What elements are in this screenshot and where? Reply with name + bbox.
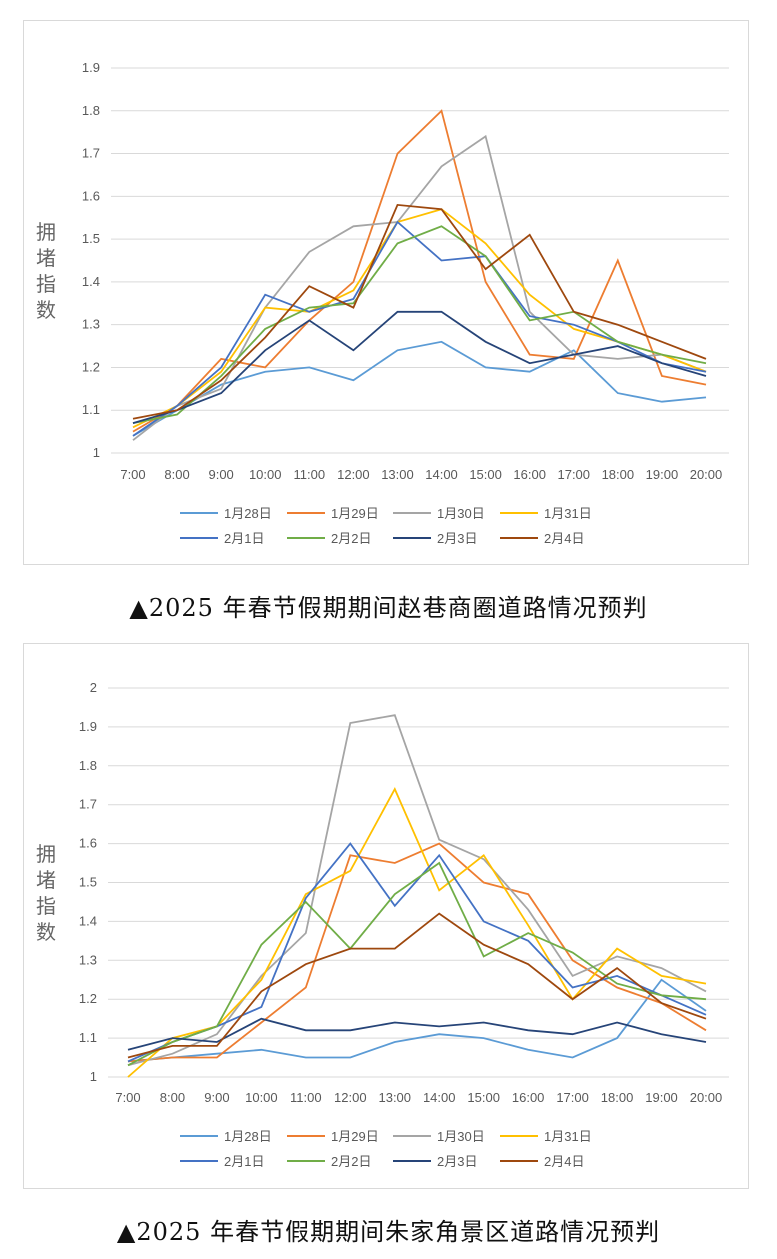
legend-label: 2月1日: [224, 531, 264, 546]
y-axis-label: 拥堵指数: [36, 220, 56, 322]
series-line-2: [132, 134, 707, 441]
x-tick-label: 19:00: [645, 1090, 678, 1105]
series-line-4: [127, 842, 707, 1063]
series-line-5: [132, 225, 707, 424]
y-tick-label: 1.4: [79, 913, 97, 928]
x-tick-label: 8:00: [160, 1090, 185, 1105]
series-line-7: [132, 203, 707, 420]
x-tick-label: 9:00: [204, 1090, 229, 1105]
legend-label: 1月28日: [224, 1129, 272, 1144]
series-line-4: [132, 220, 707, 437]
x-tick-label: 16:00: [513, 467, 546, 482]
series-line-3: [127, 787, 707, 1078]
y-tick-label: 1.1: [79, 1030, 97, 1045]
x-tick-label: 12:00: [334, 1090, 367, 1105]
y-axis-label-text: 拥堵指数: [36, 220, 56, 322]
x-tick-label: 15:00: [467, 1090, 500, 1105]
y-tick-label: 2: [90, 680, 97, 695]
chart-caption-zhaoxiang: ▲2025 年春节假期期间赵巷商圈道路情况预判: [129, 594, 648, 622]
x-tick-label: 18:00: [601, 1090, 634, 1105]
y-tick-label: 1.5: [82, 231, 100, 246]
series-line-2: [127, 714, 707, 1067]
y-tick-label: 1.6: [82, 188, 100, 203]
legend-label: 1月31日: [544, 1129, 592, 1144]
chart-caption-zhujiajiao: ▲2025 年春节假期期间朱家角景区道路情况预判: [116, 1218, 661, 1246]
y-tick-label: 1.9: [82, 60, 100, 75]
x-tick-label: 11:00: [290, 1090, 322, 1105]
x-tick-label: 13:00: [378, 1090, 411, 1105]
x-tick-label: 19:00: [646, 467, 679, 482]
x-tick-label: 14:00: [423, 1090, 456, 1105]
y-tick-label: 1.4: [82, 274, 100, 289]
y-tick-label: 1.7: [82, 146, 100, 161]
line-chart-zhujiajiao: 1 1.1 1.2 1.3 1.4 1.5 1.6 1.7 1.8 1.9 2 7:00 8:00 9:0…: [36, 680, 729, 1169]
line-chart-zhaoxiang: 1 1.1 1.2 1.3 1.4 1.5 1.6 1.7 1.8 1.9 7:00 8:00 9:00…: [36, 60, 729, 546]
y-tick-label: 1.3: [82, 317, 100, 332]
y-tick-label: 1.9: [79, 719, 97, 734]
y-tick-label: 1: [90, 1069, 97, 1084]
legend-label: 2月4日: [544, 1154, 584, 1169]
y-tick-label: 1.2: [82, 359, 100, 374]
x-tick-label: 13:00: [381, 467, 414, 482]
series-line-6: [132, 310, 707, 424]
x-tick-label: 12:00: [337, 467, 370, 482]
y-tick-label: 1.6: [79, 836, 97, 851]
x-tick-label: 18:00: [602, 467, 635, 482]
series-line-0: [132, 340, 707, 437]
y-tick-label: 1.8: [79, 758, 97, 773]
chart-frame-zhujiajiao: [23, 643, 749, 1189]
legend-label: 1月28日: [224, 506, 272, 521]
x-tick-label: 7:00: [115, 1090, 140, 1105]
x-tick-label: 9:00: [208, 467, 233, 482]
x-tick-label: 17:00: [557, 467, 590, 482]
series-line-0: [127, 978, 707, 1063]
x-tick-label: 20:00: [690, 1090, 723, 1105]
series-line-1: [127, 842, 707, 1063]
x-tick-label: 14:00: [425, 467, 458, 482]
x-tick-label: 8:00: [164, 467, 189, 482]
y-axis-label: 拥堵指数: [36, 842, 56, 944]
x-tick-label: 16:00: [512, 1090, 545, 1105]
y-tick-label: 1: [93, 445, 100, 460]
series-line-5: [127, 861, 707, 1067]
legend-label: 2月3日: [437, 1154, 477, 1169]
legend-label: 2月4日: [544, 531, 584, 546]
x-tick-label: 10:00: [245, 1090, 278, 1105]
legend-label: 2月3日: [437, 531, 477, 546]
y-tick-label: 1.8: [82, 103, 100, 118]
y-tick-label: 1.2: [79, 991, 97, 1006]
y-tick-label: 1.7: [79, 797, 97, 812]
legend-label: 1月29日: [331, 1129, 379, 1144]
legend-label: 2月2日: [331, 1154, 371, 1169]
y-tick-label: 1.3: [79, 952, 97, 967]
legend-label: 1月31日: [544, 506, 592, 521]
legend-label: 1月30日: [437, 1129, 485, 1144]
x-tick-label: 17:00: [556, 1090, 589, 1105]
x-tick-label: 7:00: [120, 467, 145, 482]
series-line-7: [127, 912, 707, 1059]
y-axis-label-text: 拥堵指数: [36, 842, 56, 944]
x-tick-label: 20:00: [690, 467, 723, 482]
x-tick-label: 11:00: [294, 467, 326, 482]
y-tick-label: 1.1: [82, 402, 100, 417]
legend-label: 1月29日: [331, 506, 379, 521]
x-tick-label: 15:00: [469, 467, 502, 482]
x-tick-label: 10:00: [249, 467, 282, 482]
legend-label: 2月2日: [331, 531, 371, 546]
legend-label: 1月30日: [437, 506, 485, 521]
y-tick-label: 1.5: [79, 875, 97, 890]
legend-label: 2月1日: [224, 1154, 264, 1169]
